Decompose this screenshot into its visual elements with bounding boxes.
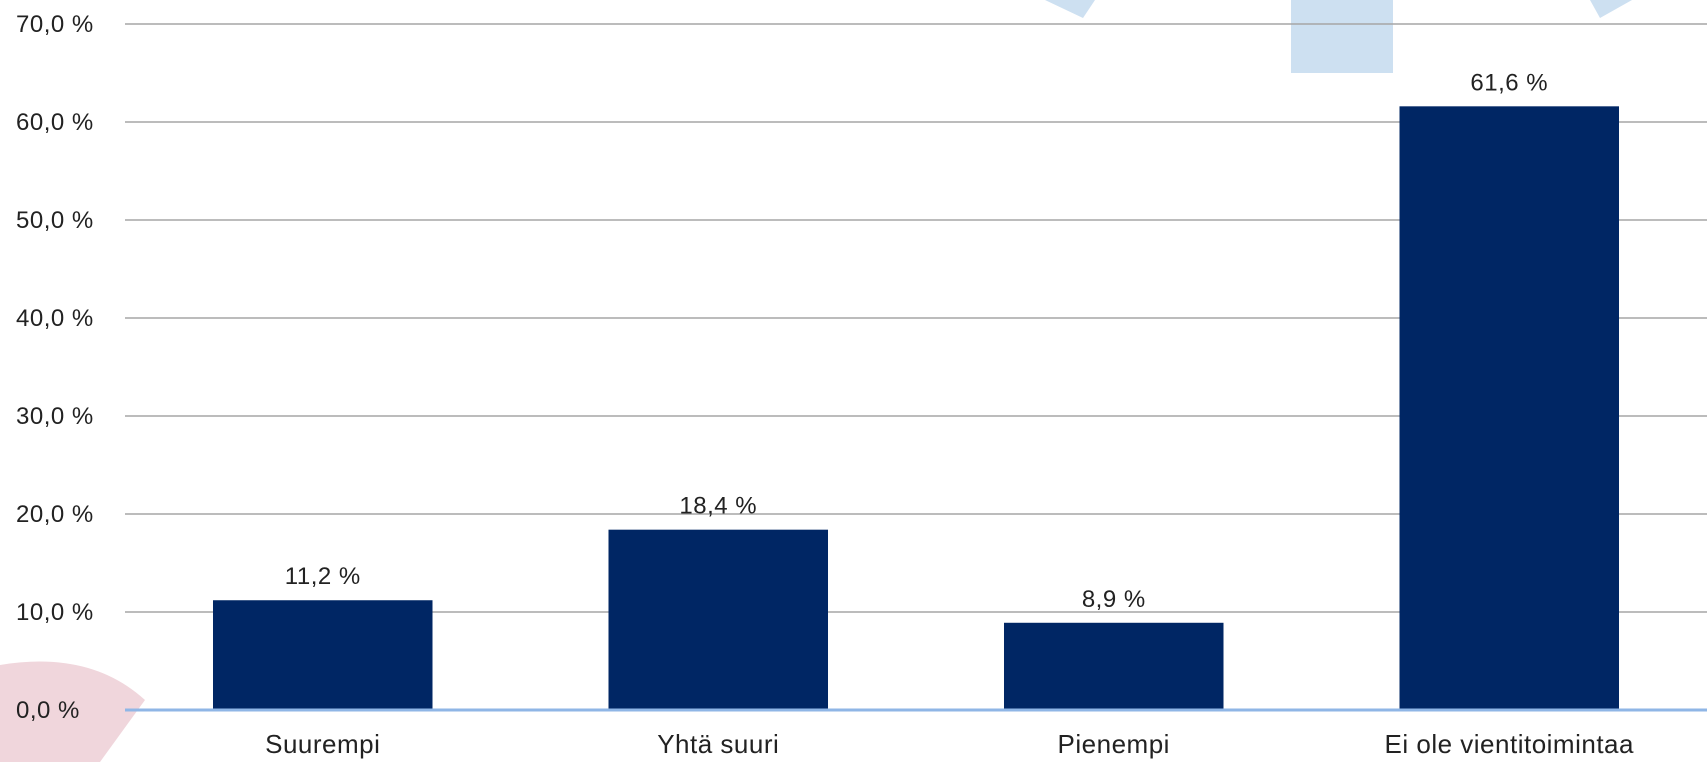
x-axis-category-labels: Suurempi Yhtä suuri Pienempi Ei ole vientit…	[265, 729, 1634, 759]
bar	[1003, 622, 1224, 710]
bar	[608, 529, 829, 710]
y-tick-label: 70,0 %	[16, 11, 94, 38]
deco-blue-triangle-right	[1590, 0, 1632, 18]
data-label: 61,6 %	[1470, 69, 1548, 96]
bars	[212, 106, 1620, 710]
data-label: 11,2 %	[285, 563, 361, 590]
bar	[212, 600, 433, 710]
data-label: 18,4 %	[679, 493, 757, 520]
background-decoration	[0, 0, 1632, 762]
y-tick-label: 40,0 %	[16, 305, 94, 332]
y-tick-label: 20,0 %	[16, 501, 94, 528]
y-axis-tick-labels: 0,0 % 10,0 % 20,0 % 30,0 % 40,0 % 50,0 % 60,0 …	[16, 11, 94, 724]
x-category-label: Suurempi	[265, 729, 380, 759]
y-tick-label: 60,0 %	[16, 109, 94, 136]
data-label: 8,9 %	[1082, 586, 1146, 613]
deco-pink-shape	[0, 661, 145, 762]
x-category-label: Ei ole vientitoimintaa	[1385, 729, 1634, 759]
y-tick-label: 0,0 %	[16, 697, 80, 724]
y-tick-label: 50,0 %	[16, 207, 94, 234]
x-category-label: Yhtä suuri	[657, 729, 779, 759]
bar	[1399, 106, 1620, 710]
deco-blue-triangle-left	[1045, 0, 1095, 18]
x-category-label: Pienempi	[1058, 729, 1170, 759]
y-tick-label: 10,0 %	[16, 599, 94, 626]
deco-blue-rect	[1291, 0, 1393, 73]
y-tick-label: 30,0 %	[16, 403, 94, 430]
data-labels: 11,2 % 18,4 % 8,9 % 61,6 %	[285, 69, 1548, 612]
